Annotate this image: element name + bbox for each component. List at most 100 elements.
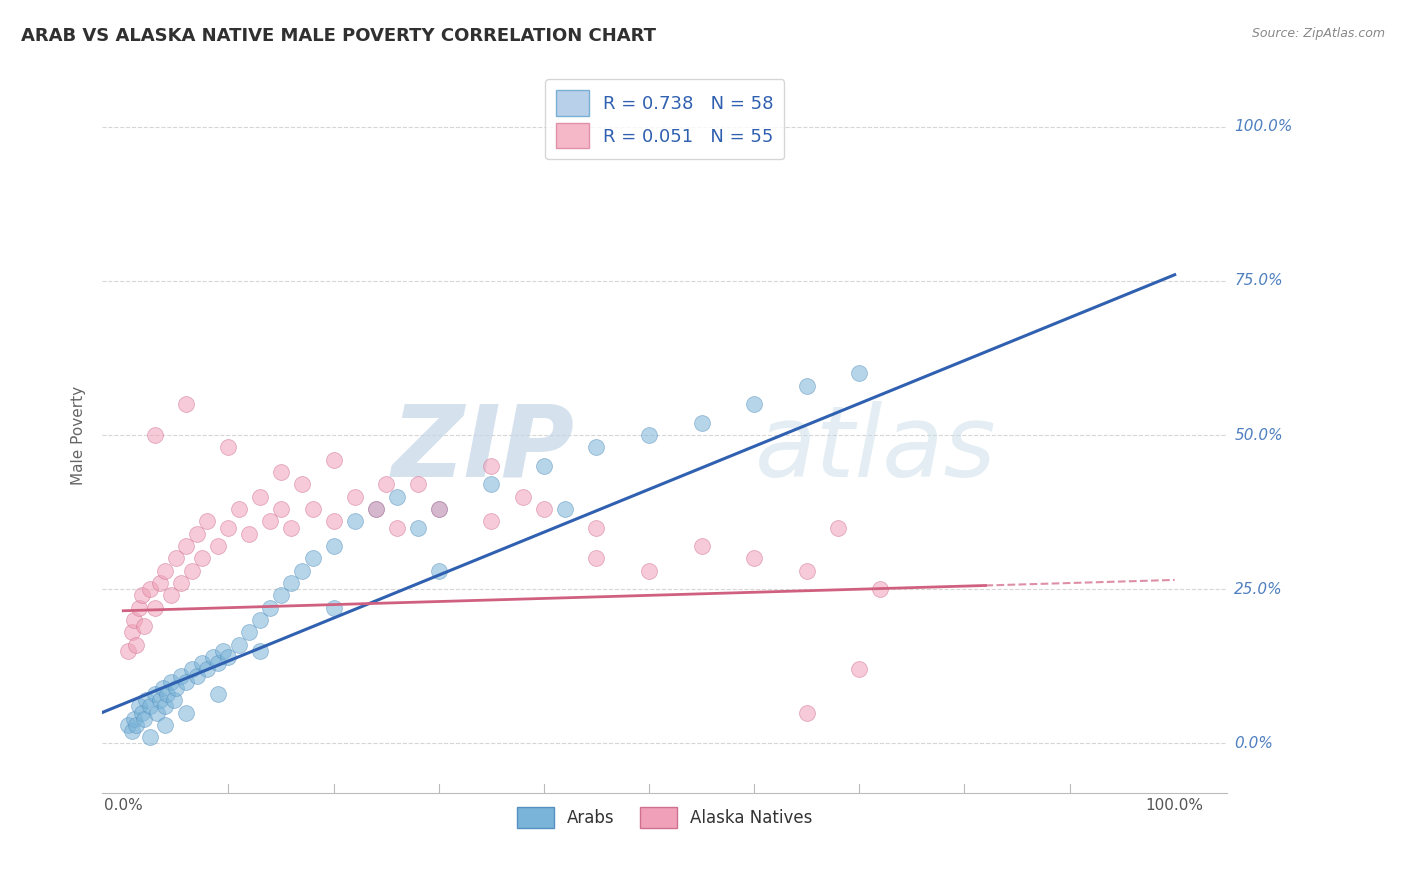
Point [155,564,177,578]
Point [259,600,281,615]
Point [638,428,661,442]
Point [585,520,607,534]
Point [207,539,229,553]
Point [117,644,139,658]
Point [238,526,260,541]
Point [191,656,214,670]
Point [207,687,229,701]
Point [301,502,323,516]
Point [128,600,150,615]
Point [186,526,208,541]
Point [143,600,166,615]
Text: Source: ZipAtlas.com: Source: ZipAtlas.com [1251,27,1385,40]
Text: 75.0%: 75.0% [1234,274,1282,288]
Point [125,718,148,732]
Point [134,619,156,633]
Point [122,613,145,627]
Point [301,551,323,566]
Point [270,588,292,602]
Point [322,514,344,528]
Point [385,490,408,504]
Point [155,718,177,732]
Point [427,502,450,516]
Point [156,687,179,701]
Point [238,625,260,640]
Text: ZIP: ZIP [392,401,575,498]
Point [796,378,818,392]
Point [364,502,387,516]
Point [375,477,398,491]
Point [125,638,148,652]
Point [176,674,198,689]
Point [406,477,429,491]
Point [122,712,145,726]
Point [228,502,250,516]
Text: ARAB VS ALASKA NATIVE MALE POVERTY CORRELATION CHART: ARAB VS ALASKA NATIVE MALE POVERTY CORRE… [21,27,657,45]
Point [270,502,292,516]
Point [143,428,166,442]
Point [159,674,181,689]
Point [217,441,239,455]
Point [195,514,218,528]
Text: 25.0%: 25.0% [1234,582,1282,597]
Point [195,662,218,676]
Point [138,699,160,714]
Point [479,514,502,528]
Text: 0.0%: 0.0% [1234,736,1272,751]
Point [165,551,187,566]
Point [869,582,891,597]
Point [479,477,502,491]
Point [280,520,302,534]
Point [117,718,139,732]
Point [138,582,160,597]
Point [149,693,172,707]
Text: 50.0%: 50.0% [1234,427,1282,442]
Point [165,681,187,695]
Point [128,699,150,714]
Point [180,662,202,676]
Text: 100.0%: 100.0% [1234,120,1292,135]
Point [364,502,387,516]
Legend: Arabs, Alaska Natives: Arabs, Alaska Natives [510,801,818,834]
Point [259,514,281,528]
Point [796,564,818,578]
Point [212,644,235,658]
Point [159,588,181,602]
Point [176,397,198,411]
Point [191,551,214,566]
Point [146,706,169,720]
Point [207,656,229,670]
Point [134,712,156,726]
Point [186,668,208,682]
Text: atlas: atlas [755,401,997,498]
Point [585,441,607,455]
Point [176,706,198,720]
Point [322,600,344,615]
Point [163,693,186,707]
Point [690,539,713,553]
Point [176,539,198,553]
Point [848,662,870,676]
Point [249,644,271,658]
Point [291,564,314,578]
Point [149,576,172,591]
Point [121,625,143,640]
Point [131,588,153,602]
Point [121,724,143,739]
Point [533,458,555,473]
Point [585,551,607,566]
Point [152,681,174,695]
Point [690,416,713,430]
Point [796,706,818,720]
Point [533,502,555,516]
Point [131,706,153,720]
Point [742,397,765,411]
Point [201,650,224,665]
Point [280,576,302,591]
Point [742,551,765,566]
Point [217,520,239,534]
Point [343,514,366,528]
Y-axis label: Male Poverty: Male Poverty [72,385,86,484]
Point [249,613,271,627]
Point [322,452,344,467]
